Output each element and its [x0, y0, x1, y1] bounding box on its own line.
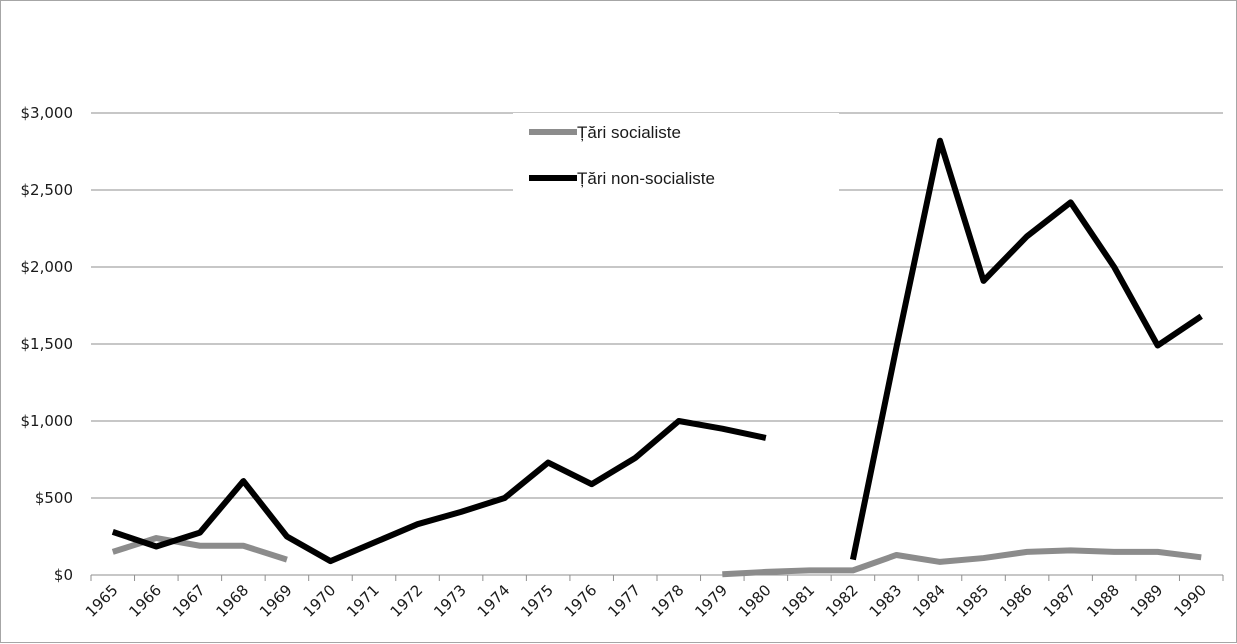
x-tick-label: 1975 [517, 581, 557, 621]
x-tick-label: 1980 [735, 581, 775, 621]
y-tick-label: $3,000 [21, 104, 74, 122]
x-tick-label: 1979 [691, 581, 731, 621]
legend-label-socialist: Țări socialiste [577, 123, 681, 142]
y-tick-label: $1,000 [21, 412, 74, 430]
x-tick-label: 1976 [561, 581, 601, 621]
y-tick-label: $0 [54, 566, 73, 584]
x-axis-ticks: 1965 1966 1967 1968 1969 1970 1971 1972 1973 1974… [82, 575, 1224, 621]
legend-label-non-socialist: Țări non-socialiste [577, 169, 715, 188]
legend-background [513, 113, 839, 205]
y-tick-label: $2,000 [21, 258, 74, 276]
x-tick-label: 1967 [169, 581, 209, 621]
x-tick-label: 1989 [1127, 581, 1167, 621]
x-tick-label: 1987 [1040, 581, 1080, 621]
y-tick-label: $1,500 [21, 335, 74, 353]
x-tick-label: 1982 [822, 581, 862, 621]
x-tick-label: 1970 [300, 581, 340, 621]
x-tick-label: 1966 [125, 581, 165, 621]
x-tick-label: 1978 [648, 581, 688, 621]
x-tick-label: 1973 [430, 581, 470, 621]
x-tick-label: 1972 [387, 581, 427, 621]
x-tick-label: 1986 [996, 581, 1036, 621]
x-tick-label: 1988 [1083, 581, 1123, 621]
x-tick-label: 1974 [474, 581, 514, 621]
x-tick-label: 1968 [212, 581, 252, 621]
series [111, 137, 1203, 578]
x-tick-label: 1990 [1170, 581, 1210, 621]
x-tick-label: 1983 [866, 581, 906, 621]
x-tick-label: 1971 [343, 581, 383, 621]
series-line-segment [111, 418, 767, 565]
x-tick-label: 1984 [909, 581, 949, 621]
series-non-socialist [111, 137, 1203, 565]
y-tick-label: $500 [35, 489, 73, 507]
series-line-segment [722, 547, 1202, 578]
x-tick-label: 1965 [82, 581, 122, 621]
legend: Țări socialiste Țări non-socialiste [513, 113, 839, 205]
y-axis-ticks: $0 $500 $1,000 $1,500 $2,000 $2,500 $3,000 [21, 104, 74, 584]
x-tick-label: 1977 [604, 581, 644, 621]
y-tick-label: $2,500 [21, 181, 74, 199]
x-tick-label: 1981 [778, 581, 818, 621]
x-tick-label: 1969 [256, 581, 296, 621]
x-tick-label: 1985 [953, 581, 993, 621]
series-line-segment [849, 137, 1203, 561]
series-socialist [111, 535, 1202, 578]
